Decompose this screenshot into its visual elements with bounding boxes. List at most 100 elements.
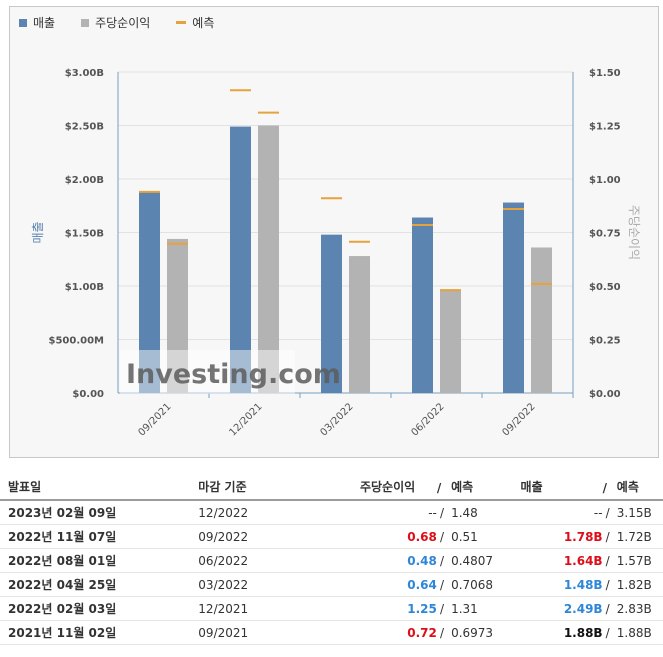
legend-item-eps[interactable]: 주당순이익 xyxy=(81,14,150,31)
table-row: 2022년 02월 03일 12/2021 1.25/1.31 2.49B/2.83B xyxy=(0,596,663,621)
header-date[interactable]: 발표일 xyxy=(0,476,191,501)
eps-bar[interactable] xyxy=(440,290,461,393)
chart-plot-svg: $0.00 $0.00 $500.00M $0.25 $1.00B $0.50 $1.50B… xyxy=(31,68,641,438)
y-tick-label-right: $1.00 xyxy=(589,175,621,186)
cell-period: 12/2022 xyxy=(190,500,352,525)
cell-sep: / xyxy=(602,500,613,525)
cell-sep: / xyxy=(436,524,448,549)
cell-eps-forecast: 0.7068 xyxy=(447,572,513,597)
legend-swatch-revenue xyxy=(19,18,27,27)
y-tick-label-right: $1.25 xyxy=(589,122,621,133)
cell-eps: 0.64 xyxy=(351,572,437,597)
cell-sep: / xyxy=(602,596,613,621)
x-tick-label: 12/2021 xyxy=(227,401,264,438)
legend-item-forecast[interactable]: 예측 xyxy=(176,14,214,31)
table-row: 2022년 08월 01일 06/2022 0.48/0.4807 1.64B/1.5… xyxy=(0,548,663,573)
eps-bar[interactable] xyxy=(258,125,279,394)
cell-sep: / xyxy=(602,572,613,597)
cell-sep: / xyxy=(436,596,448,621)
revenue-bar[interactable] xyxy=(412,217,433,393)
header-eps[interactable]: 주당순이익 xyxy=(351,476,437,501)
y-tick-label-left: $2.50B xyxy=(65,122,104,133)
table-body: 2023년 02월 09일 12/2022 --/1.48 --/3.15B 2022년… xyxy=(0,500,663,645)
eps-bar[interactable] xyxy=(167,238,188,393)
cell-revenue-forecast: 1.72B xyxy=(612,524,663,549)
header-eps-forecast[interactable]: 예측 xyxy=(447,476,513,501)
x-tick-label: 09/2022 xyxy=(500,401,537,438)
y-tick-label-left: $2.00B xyxy=(65,175,104,186)
earnings-table: 발표일 마감 기준 주당순이익 / 예측 매출 / 예측 2023년 02월 0… xyxy=(0,476,663,645)
y-axis-title-right: 주당순이익 xyxy=(627,205,641,260)
header-revenue-forecast[interactable]: 예측 xyxy=(612,476,663,501)
cell-eps: 1.25 xyxy=(351,596,437,621)
x-tick-label: 06/2022 xyxy=(409,401,446,438)
cell-date: 2022년 08월 01일 xyxy=(0,548,191,573)
revenue-bar[interactable] xyxy=(321,234,342,393)
header-revenue[interactable]: 매출 xyxy=(512,476,603,501)
cell-date: 2023년 02월 09일 xyxy=(0,500,191,525)
cell-revenue-forecast: 2.83B xyxy=(612,596,663,621)
y-tick-label-right: $0.75 xyxy=(589,229,621,240)
legend-label-eps: 주당순이익 xyxy=(95,16,151,30)
legend-swatch-forecast xyxy=(176,21,187,24)
legend-label-forecast: 예측 xyxy=(192,16,215,30)
cell-eps: 0.48 xyxy=(351,548,437,573)
cell-revenue: -- xyxy=(512,500,603,525)
cell-revenue-forecast: 1.57B xyxy=(612,548,663,573)
table-row: 2023년 02월 09일 12/2022 --/1.48 --/3.15B xyxy=(0,500,663,525)
cell-sep: / xyxy=(602,524,613,549)
earnings-chart-panel: 매출 주당순이익 예측 $0.00 $0.00 $500.00M $0.25 $1.00… xyxy=(9,6,659,458)
y-tick-label-right: $1.50 xyxy=(589,68,621,79)
cell-period: 03/2022 xyxy=(190,572,352,597)
cell-sep: / xyxy=(436,500,448,525)
legend-label-revenue: 매출 xyxy=(33,16,56,30)
cell-period: 09/2021 xyxy=(190,620,352,645)
table-row: 2021년 11월 02일 09/2021 0.72/0.6973 1.88B/1.8… xyxy=(0,620,663,645)
revenue-bar[interactable] xyxy=(139,191,160,393)
cell-eps: 0.72 xyxy=(351,620,437,645)
cell-revenue-forecast: 1.82B xyxy=(612,572,663,597)
legend-swatch-eps xyxy=(81,18,90,27)
x-tick-label: 03/2022 xyxy=(318,401,355,438)
y-tick-label-left: $1.50B xyxy=(65,229,104,240)
y-tick-label-left: $0.00 xyxy=(72,389,104,400)
x-tick-label: 09/2021 xyxy=(136,401,173,438)
cell-sep: / xyxy=(436,620,448,645)
cell-revenue: 2.49B xyxy=(512,596,603,621)
cell-date: 2022년 04월 25일 xyxy=(0,572,191,597)
cell-eps-forecast: 0.4807 xyxy=(447,548,513,573)
investing-watermark-logo: Investing.com xyxy=(126,359,341,390)
watermark-backdrop xyxy=(120,350,295,394)
cell-eps-forecast: 0.51 xyxy=(447,524,513,549)
header-period[interactable]: 마감 기준 xyxy=(190,476,352,501)
cell-sep: / xyxy=(602,548,613,573)
revenue-bar[interactable] xyxy=(230,126,251,393)
cell-sep: / xyxy=(602,620,613,645)
table-row: 2022년 04월 25일 03/2022 0.64/0.7068 1.48B/1.8… xyxy=(0,572,663,597)
table-header-row: 발표일 마감 기준 주당순이익 / 예측 매출 / 예측 xyxy=(0,476,663,501)
y-tick-label-right: $0.25 xyxy=(589,336,621,347)
y-tick-label-right: $0.50 xyxy=(589,282,621,293)
cell-revenue: 1.48B xyxy=(512,572,603,597)
table-row: 2022년 11월 07일 09/2022 0.68/0.51 1.78B/1.72B xyxy=(0,524,663,549)
cell-date: 2022년 11월 07일 xyxy=(0,524,191,549)
cell-eps: 0.68 xyxy=(351,524,437,549)
cell-date: 2022년 02월 03일 xyxy=(0,596,191,621)
cell-sep: / xyxy=(436,572,448,597)
cell-period: 06/2022 xyxy=(190,548,352,573)
revenue-bar[interactable] xyxy=(503,202,524,393)
cell-revenue: 1.88B xyxy=(512,620,603,645)
y-tick-label-left: $3.00B xyxy=(65,68,104,79)
y-tick-label-left: $1.00B xyxy=(65,282,104,293)
chart-legend: 매출 주당순이익 예측 xyxy=(19,14,214,31)
eps-bar[interactable] xyxy=(349,256,370,393)
cell-eps: -- xyxy=(351,500,437,525)
y-tick-label-right: $0.00 xyxy=(589,389,621,400)
y-tick-label-left: $500.00M xyxy=(49,336,105,347)
header-sep: / xyxy=(436,476,448,501)
legend-item-revenue[interactable]: 매출 xyxy=(19,14,55,31)
cell-eps-forecast: 0.6973 xyxy=(447,620,513,645)
eps-bar[interactable] xyxy=(531,247,552,393)
cell-revenue: 1.78B xyxy=(512,524,603,549)
header-sep: / xyxy=(602,476,613,501)
